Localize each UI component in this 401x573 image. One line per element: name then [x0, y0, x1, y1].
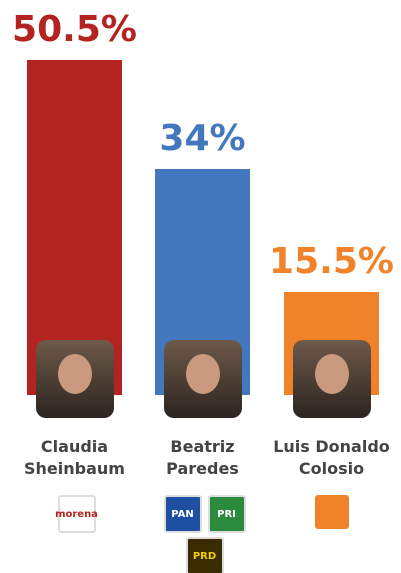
- party-logo: PRD: [185, 537, 224, 573]
- candidate-photo: [35, 340, 114, 418]
- candidate-name: Luis Donaldo Colosio: [273, 437, 390, 478]
- candidate-photo: [292, 340, 371, 418]
- bar: [27, 60, 122, 395]
- party-logo: PAN: [163, 495, 202, 533]
- candidate-name: Claudia Sheinbaum: [24, 437, 125, 478]
- value-label: 34%: [159, 118, 246, 160]
- candidate-photo: [163, 340, 242, 418]
- party-logo: PRI: [207, 495, 246, 533]
- value-label: 15.5%: [269, 241, 394, 283]
- party-logo: morena: [55, 495, 98, 533]
- candidate-name: Beatriz Paredes: [166, 437, 239, 478]
- party-logo: [314, 495, 349, 529]
- value-label: 50.5%: [12, 9, 137, 50]
